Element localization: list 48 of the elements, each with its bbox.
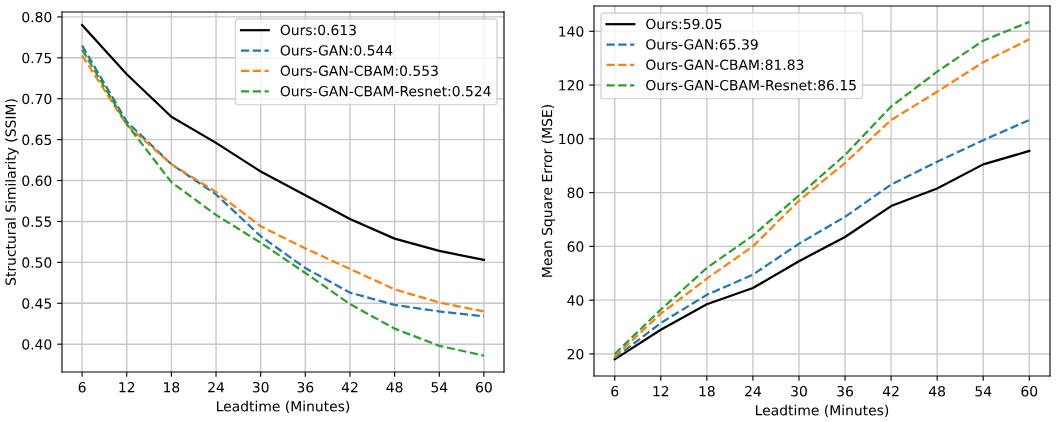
legend-label: Ours-GAN-CBAM:81.83 — [646, 59, 804, 71]
x-tick-label: 12 — [653, 385, 669, 397]
y-tick-label: 20 — [567, 348, 584, 360]
legend-label: Ours:0.613 — [280, 24, 356, 36]
y-tick-label: 0.50 — [22, 257, 52, 268]
x-tick-label: 54 — [975, 386, 992, 397]
x-tick-label: 60 — [1021, 385, 1038, 397]
x-tick-label: 36 — [837, 385, 853, 397]
legend-label: Ours-GAN:0.544 — [280, 45, 393, 56]
x-tick-label: 48 — [386, 381, 403, 393]
legend-label: Ours-GAN-CBAM-Resnet:86.15 — [646, 79, 856, 91]
x-tick-label: 6 — [611, 385, 619, 397]
y-tick-label: 80 — [567, 187, 584, 199]
x-tick-label: 42 — [882, 385, 899, 397]
y-axis-title: Mean Square Error (MSE) — [541, 105, 555, 277]
y-tick-label: 0.60 — [22, 175, 52, 187]
x-tick-label: 24 — [745, 385, 761, 397]
x-axis-title: Leadtime (Minutes) — [756, 404, 889, 418]
legend-label: Ours-GAN-CBAM-Resnet:0.524 — [280, 85, 491, 97]
y-tick-label: 100 — [559, 133, 584, 145]
x-tick-label: 36 — [297, 381, 314, 393]
x-tick-label: 18 — [699, 385, 715, 397]
y-tick-label: 60 — [567, 241, 584, 252]
y-axis-title: Structural Similarity (SSIM) — [5, 99, 19, 285]
y-tick-label: 0.55 — [22, 216, 52, 227]
x-axis-title: Leadtime (Minutes) — [217, 400, 350, 414]
legend-label: Ours-GAN:65.39 — [646, 39, 758, 50]
x-tick-label: 30 — [252, 381, 269, 393]
y-tick-label: 40 — [567, 295, 584, 306]
y-tick-label: 0.45 — [22, 298, 52, 309]
x-tick-label: 24 — [208, 381, 225, 393]
x-tick-label: 60 — [476, 381, 492, 393]
x-tick-label: 42 — [341, 381, 358, 393]
x-tick-label: 48 — [928, 385, 946, 397]
x-tick-label: 54 — [431, 382, 448, 393]
y-tick-label: 0.75 — [22, 52, 52, 64]
x-tick-label: 18 — [164, 381, 180, 393]
x-tick-label: 12 — [119, 381, 135, 393]
y-tick-label: 0.70 — [22, 93, 52, 105]
legend-label: Ours-GAN-CBAM:0.553 — [280, 65, 438, 77]
x-tick-label: 6 — [78, 381, 86, 393]
y-tick-label: 140 — [559, 26, 584, 37]
x-tick-label: 30 — [791, 385, 807, 397]
y-tick-label: 0.40 — [22, 339, 52, 350]
y-tick-label: 0.65 — [22, 134, 52, 146]
y-tick-label: 0.80 — [22, 11, 52, 23]
legend-label: Ours:59.05 — [646, 18, 722, 30]
y-tick-label: 120 — [559, 80, 584, 91]
